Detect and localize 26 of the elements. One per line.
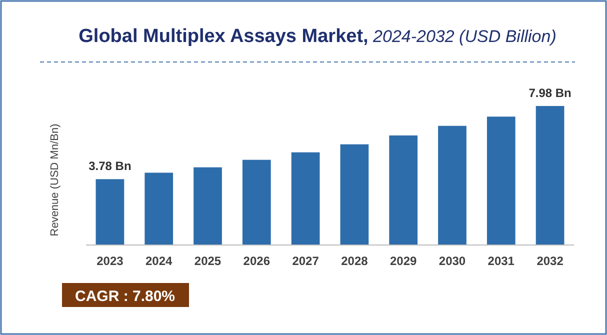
text: CAGR : 7.80% <box>74 288 176 305</box>
bar <box>438 126 466 245</box>
x-tick-label: 2024 <box>146 254 173 268</box>
bar <box>194 167 222 245</box>
bar <box>144 172 174 245</box>
chart-subtitle: 2024-2032 (USD Billion) <box>368 27 556 46</box>
x-tick-label: 2031 <box>488 254 515 268</box>
bar <box>340 144 369 245</box>
bar <box>389 135 418 245</box>
bar <box>291 152 320 245</box>
y-axis-title: Revenue (USD Mn/Bn) <box>49 124 61 236</box>
x-tick-label: 2023 <box>96 254 124 268</box>
data-label: 3.78 Bn <box>88 159 132 174</box>
bar <box>536 106 564 245</box>
bar <box>486 116 516 245</box>
x-tick-label: 2025 <box>194 254 222 268</box>
x-tick-label: 2026 <box>243 254 270 268</box>
bar <box>242 160 271 245</box>
data-label: 7.98 Bn <box>528 86 572 100</box>
bar <box>96 179 124 245</box>
x-tick-label: 2030 <box>438 254 466 268</box>
x-tick-label: 2029 <box>390 254 418 268</box>
chart-title: Global Multiplex Assays Market, <box>78 26 368 47</box>
x-tick-label: 2027 <box>292 254 320 268</box>
x-tick-label: 2028 <box>341 254 368 268</box>
x-tick-label: 2032 <box>536 254 564 268</box>
